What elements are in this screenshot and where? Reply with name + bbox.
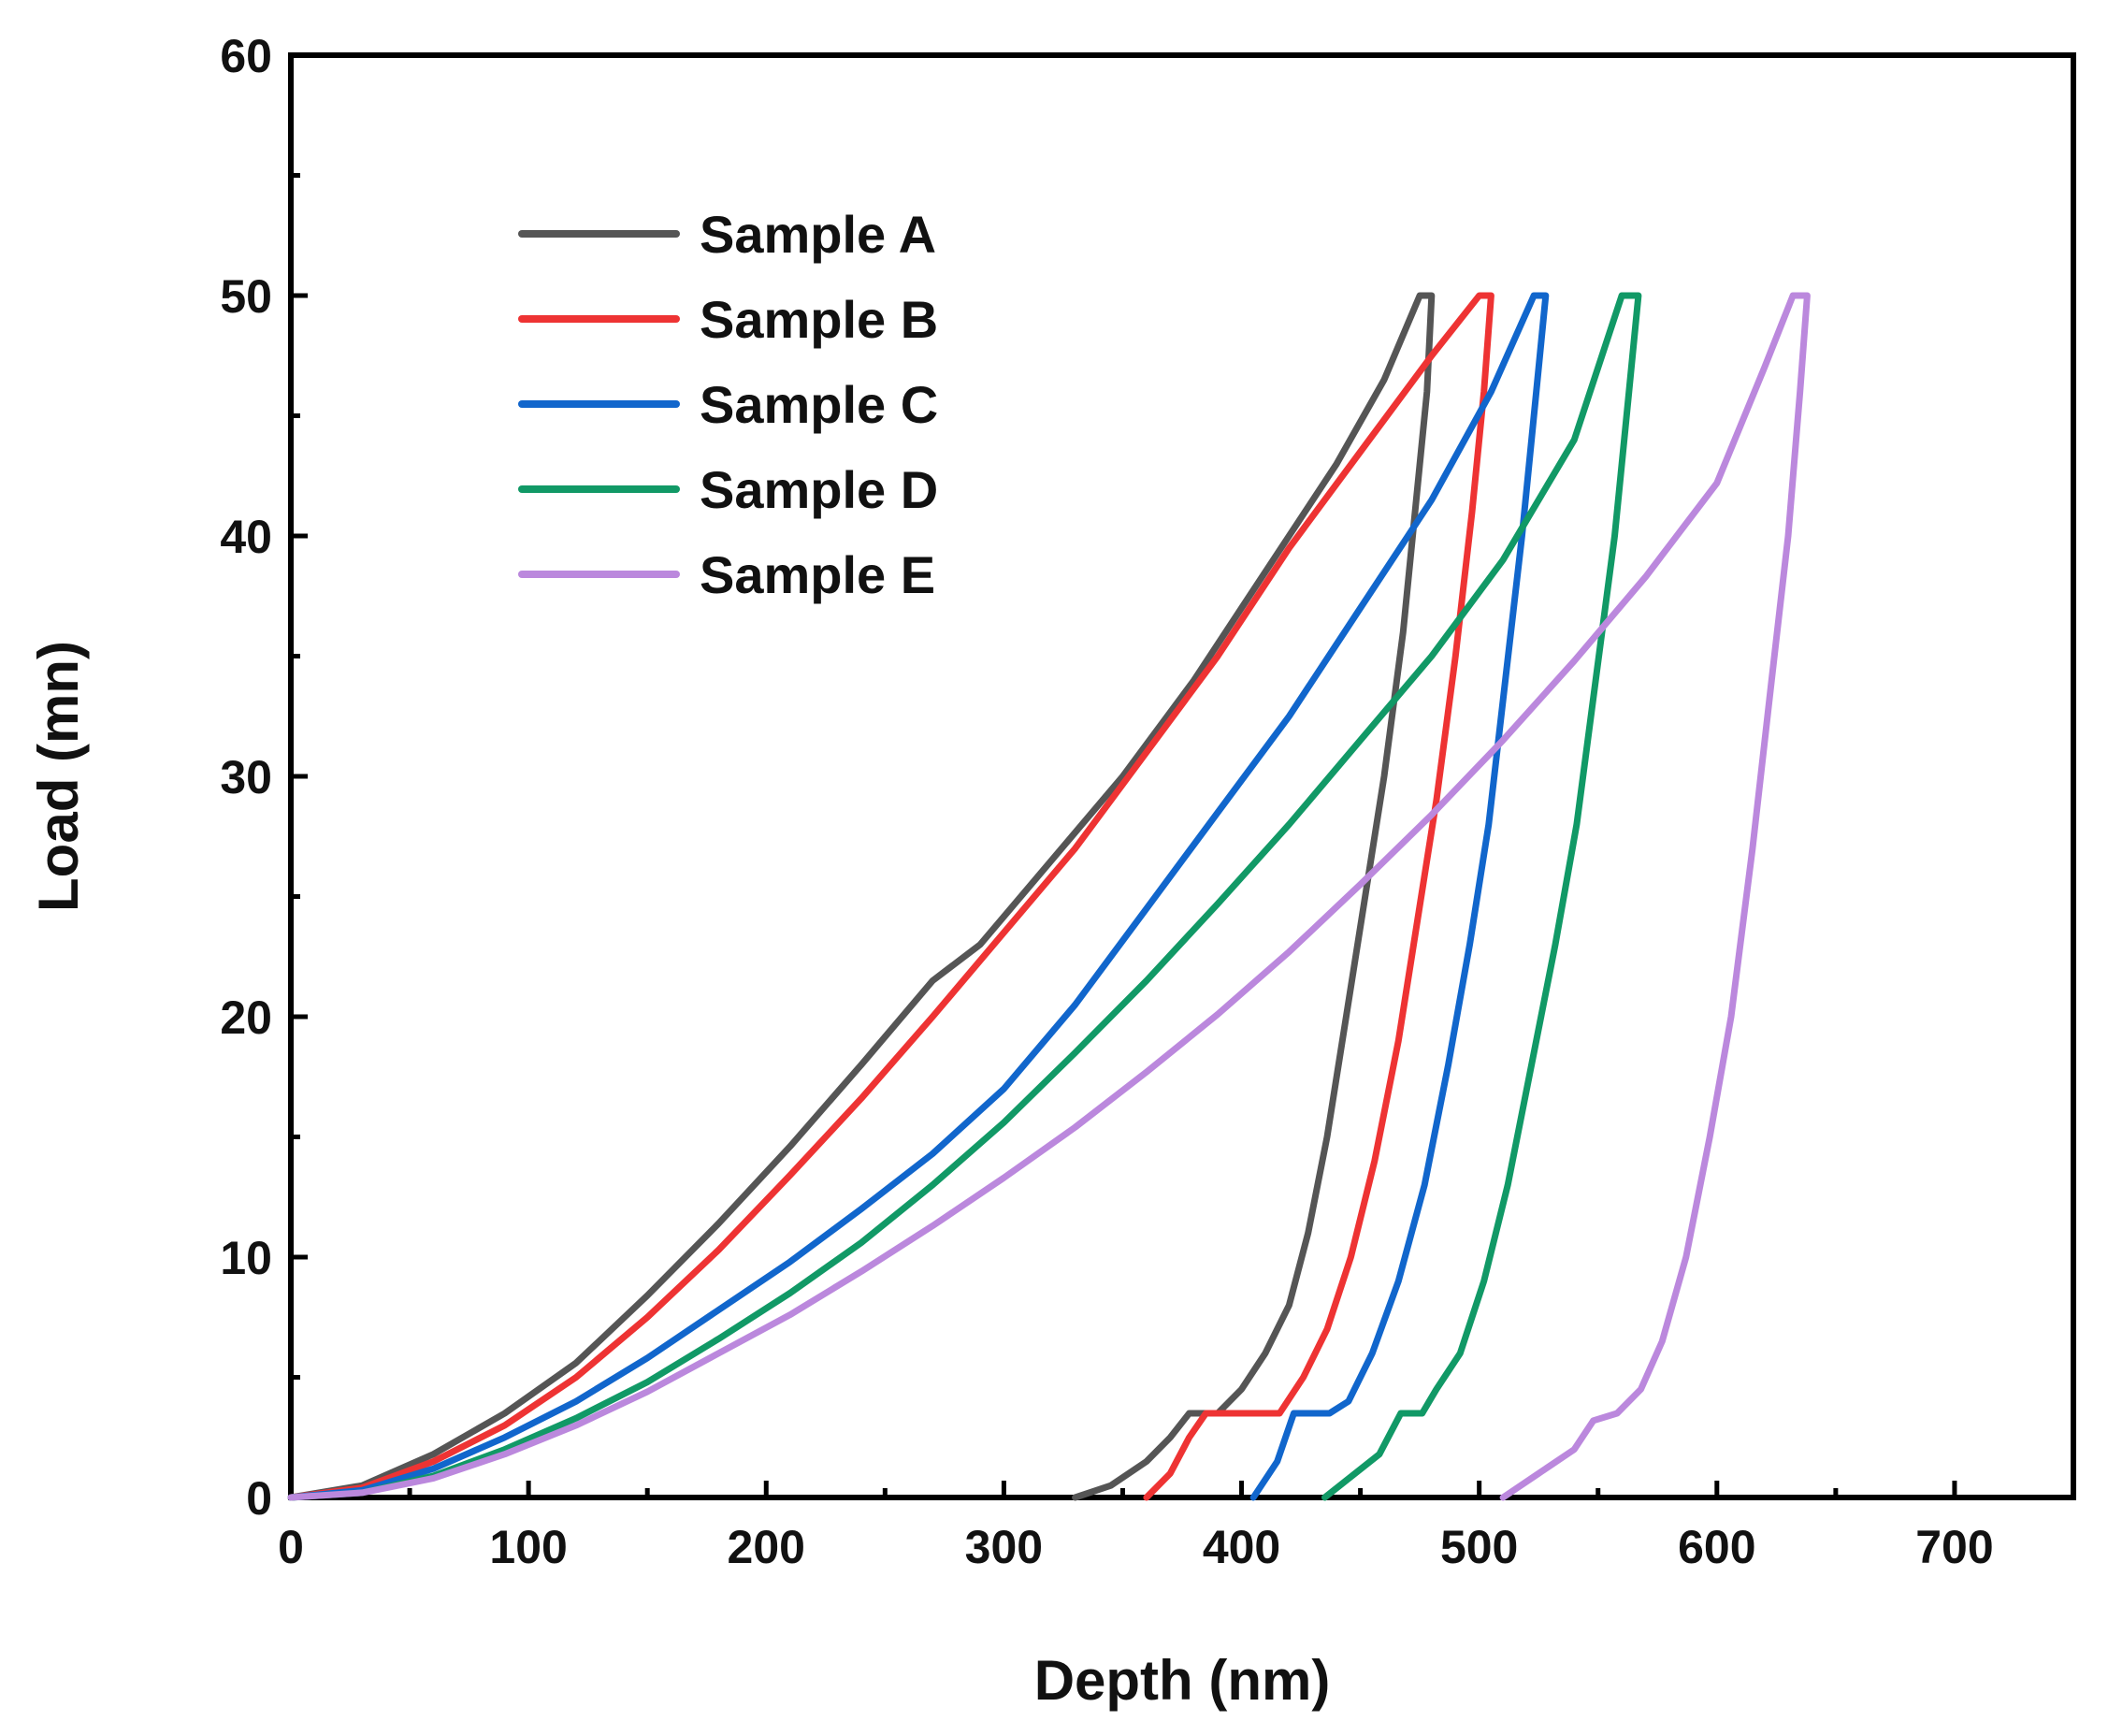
legend-label-sample-e: Sample E bbox=[700, 545, 935, 604]
y-tick-labels: 0 10 20 30 40 50 60 bbox=[220, 30, 272, 1525]
y-tick-label: 0 bbox=[246, 1472, 272, 1525]
y-tick-label: 40 bbox=[220, 511, 272, 563]
legend-label-sample-d: Sample D bbox=[700, 460, 938, 519]
sample-e-line bbox=[287, 292, 1811, 1501]
y-tick-label: 20 bbox=[220, 991, 272, 1044]
x-tick-label: 400 bbox=[1203, 1521, 1280, 1573]
x-tick-label: 700 bbox=[1915, 1521, 1993, 1573]
x-tick-label: 300 bbox=[965, 1521, 1043, 1573]
sample-b-line bbox=[287, 292, 1494, 1501]
plot-frame bbox=[288, 52, 2076, 1500]
x-tick-label: 200 bbox=[728, 1521, 805, 1573]
axis-ticks bbox=[288, 52, 1957, 1500]
legend-label-sample-a: Sample A bbox=[700, 205, 936, 264]
x-tick-label: 0 bbox=[278, 1521, 304, 1573]
x-tick-labels: 0 100 200 300 400 500 600 700 bbox=[278, 1521, 1994, 1573]
y-axis-title: Load (mn) bbox=[27, 641, 90, 912]
y-tick-label: 10 bbox=[220, 1232, 272, 1284]
x-axis-title: Depth (nm) bbox=[1034, 1649, 1331, 1712]
legend: Sample A Sample B Sample C Sample D Sample E bbox=[518, 205, 938, 604]
x-tick-label: 500 bbox=[1440, 1521, 1518, 1573]
y-tick-label: 30 bbox=[220, 751, 272, 803]
y-tick-label: 60 bbox=[220, 30, 272, 82]
x-tick-label: 100 bbox=[489, 1521, 567, 1573]
legend-label-sample-b: Sample B bbox=[700, 290, 938, 349]
y-tick-label: 50 bbox=[220, 270, 272, 323]
sample-d-line bbox=[287, 292, 1642, 1501]
sample-a-line bbox=[287, 292, 1436, 1501]
legend-label-sample-c: Sample C bbox=[700, 375, 938, 434]
x-tick-label: 600 bbox=[1678, 1521, 1755, 1573]
sample-c-line bbox=[287, 292, 1550, 1501]
data-series bbox=[287, 292, 1811, 1501]
